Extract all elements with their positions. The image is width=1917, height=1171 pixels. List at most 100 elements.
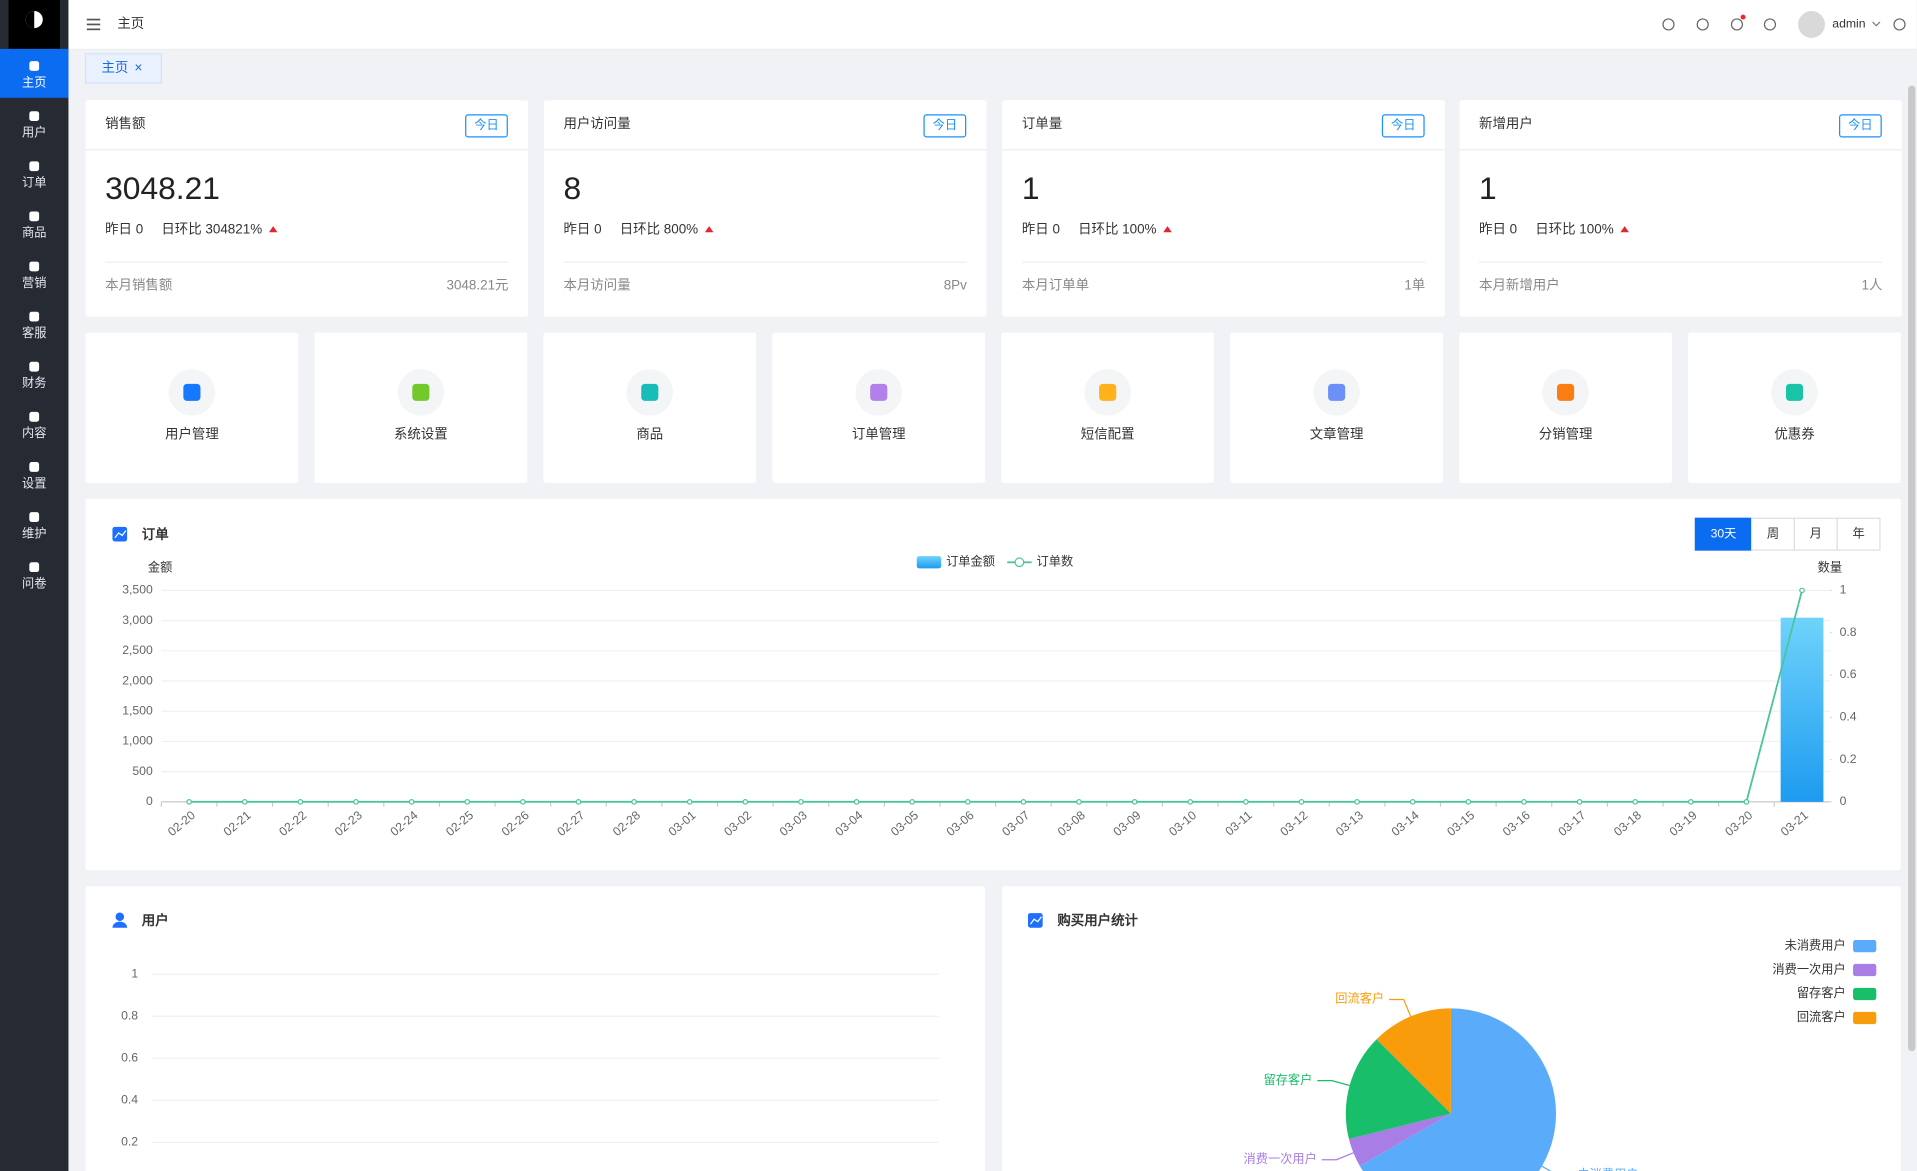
point bbox=[520, 799, 526, 805]
point bbox=[575, 799, 582, 805]
stat-ratio: 日环比 304821% bbox=[161, 221, 262, 236]
header-bar bbox=[68, 0, 1917, 49]
line bbox=[189, 590, 1803, 803]
y-tick-label: 0 bbox=[146, 794, 153, 808]
sidebar-icon bbox=[29, 161, 40, 172]
point bbox=[464, 799, 471, 805]
legend-label: 消费一次用户 bbox=[1772, 961, 1845, 976]
legend-swatch bbox=[1853, 1011, 1877, 1025]
y2-axis-label: 数量 bbox=[1818, 560, 1842, 575]
shortcut-icon bbox=[412, 383, 430, 401]
point bbox=[1632, 799, 1638, 805]
shortcut-icon bbox=[1328, 383, 1346, 401]
leader-line bbox=[1321, 1152, 1354, 1161]
y-tick-label: 0.4 bbox=[121, 1093, 138, 1107]
stat-value: 1 bbox=[1479, 170, 1497, 206]
sidebar-item[interactable]: 订单 bbox=[22, 176, 46, 190]
chart-card bbox=[85, 498, 1901, 871]
point bbox=[1243, 799, 1249, 805]
point bbox=[1465, 799, 1472, 805]
y-tick-label: 500 bbox=[132, 764, 153, 778]
card-title: 购买用户统计 bbox=[1057, 912, 1138, 928]
tab[interactable] bbox=[84, 53, 162, 84]
sidebar-item[interactable]: 营销 bbox=[22, 276, 46, 290]
stat-title: 订单量 bbox=[1022, 116, 1062, 131]
point bbox=[1521, 799, 1527, 805]
leader-line bbox=[1541, 1165, 1552, 1171]
period-button[interactable] bbox=[1836, 517, 1881, 551]
stat-ratio: 日环比 100% bbox=[1535, 221, 1613, 236]
y2-tick-label: 0.6 bbox=[1840, 667, 1857, 681]
pie-slice bbox=[1348, 1113, 1451, 1166]
sidebar-item[interactable]: 内容 bbox=[22, 425, 46, 440]
settings-icon[interactable] bbox=[1893, 18, 1906, 31]
sidebar-item[interactable]: 客服 bbox=[22, 325, 46, 340]
y-tick-label: 3,500 bbox=[122, 583, 153, 597]
chart-card bbox=[85, 886, 986, 1171]
point bbox=[1187, 799, 1194, 805]
stat-value: 3048.21 bbox=[105, 170, 220, 206]
sidebar bbox=[0, 0, 69, 1171]
shortcut-label: 短信配置 bbox=[1081, 427, 1135, 442]
header-icon[interactable] bbox=[1696, 18, 1709, 31]
shortcut-icon bbox=[870, 383, 888, 401]
sidebar-icon bbox=[29, 311, 40, 322]
period-label: 年 bbox=[1852, 526, 1864, 540]
shortcut-label: 用户管理 bbox=[165, 426, 219, 442]
sidebar-icon bbox=[29, 211, 40, 222]
sidebar-item[interactable]: 用户 bbox=[22, 124, 46, 139]
slice-label: 回流客户 bbox=[1335, 991, 1384, 1006]
sidebar-icon bbox=[29, 462, 40, 472]
legend-label: 未消费用户 bbox=[1785, 937, 1846, 952]
tab-label: 主页 bbox=[101, 60, 128, 75]
bar bbox=[1780, 617, 1824, 802]
up-arrow bbox=[1163, 226, 1172, 233]
point bbox=[909, 799, 915, 805]
y-tick-label: 3,000 bbox=[122, 613, 153, 627]
card-title: 用户 bbox=[142, 912, 169, 928]
shortcut-label: 系统设置 bbox=[394, 427, 448, 442]
stat-footer-value: 3048.21元 bbox=[446, 278, 508, 293]
logo-mark bbox=[25, 11, 35, 29]
stat-yesterday: 昨日 0 bbox=[1479, 221, 1517, 236]
sidebar-icon bbox=[29, 411, 40, 422]
y2-tick-label: 1 bbox=[1840, 583, 1847, 597]
sidebar-item[interactable]: 商品 bbox=[22, 225, 46, 240]
slice-label: 留存客户 bbox=[1264, 1072, 1313, 1087]
point bbox=[1687, 799, 1694, 805]
sidebar-item[interactable]: 维护 bbox=[22, 526, 46, 540]
header-icon[interactable] bbox=[1763, 18, 1777, 31]
sidebar-active bbox=[0, 48, 69, 98]
pie-slice bbox=[1345, 1039, 1451, 1140]
stat-footer-label: 本月新增用户 bbox=[1479, 277, 1560, 293]
sidebar-item[interactable]: 问卷 bbox=[22, 576, 46, 591]
user-name[interactable]: admin bbox=[1832, 17, 1865, 31]
y-tick-label: 0.2 bbox=[121, 1135, 138, 1149]
point bbox=[241, 799, 248, 805]
period-button[interactable] bbox=[1793, 517, 1838, 551]
stat-yesterday: 昨日 0 bbox=[563, 221, 601, 236]
y-tick-label: 1,500 bbox=[122, 703, 153, 717]
stat-ratio: 日环比 800% bbox=[620, 221, 698, 236]
stat-footer-value: 8Pv bbox=[944, 278, 967, 293]
sidebar-item[interactable]: 设置 bbox=[22, 476, 46, 490]
legend-label: 订单金额 bbox=[946, 554, 995, 569]
pie-slice bbox=[1376, 1008, 1451, 1114]
period-label: 周 bbox=[1767, 526, 1779, 540]
chevron bbox=[1872, 21, 1881, 27]
sidebar-item[interactable]: 财务 bbox=[22, 375, 46, 390]
header-icon[interactable] bbox=[1662, 18, 1675, 31]
period-button[interactable] bbox=[1750, 517, 1796, 551]
sidebar-item[interactable]: 主页 bbox=[22, 75, 46, 89]
y-tick-label: 1 bbox=[131, 966, 138, 980]
tab-close[interactable]: × bbox=[134, 60, 142, 75]
up-arrow bbox=[1620, 226, 1629, 233]
sidebar-icon bbox=[29, 61, 40, 71]
slice-label: 未消费用户 bbox=[1577, 1167, 1638, 1171]
y2-tick-label: 0.2 bbox=[1840, 752, 1857, 766]
header-icon[interactable] bbox=[1730, 18, 1744, 31]
y-tick-label: 1,000 bbox=[122, 734, 153, 748]
point bbox=[1799, 587, 1805, 594]
card-icon bbox=[112, 921, 128, 928]
